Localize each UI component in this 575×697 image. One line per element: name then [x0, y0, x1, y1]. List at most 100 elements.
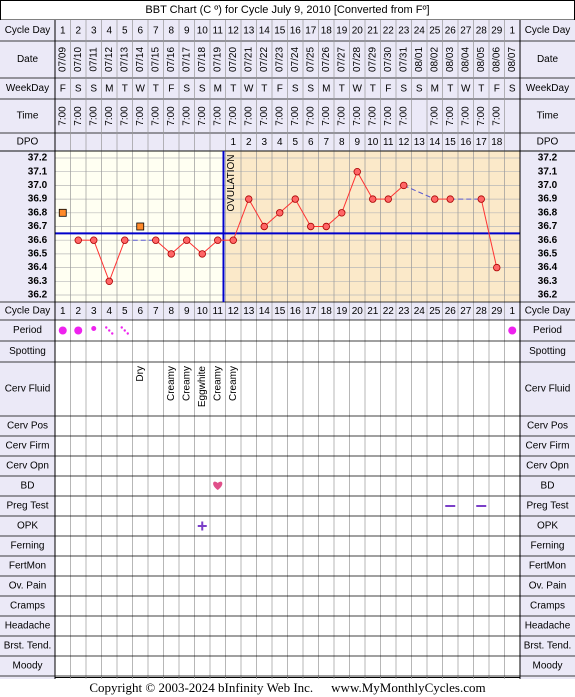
- weekday-cell: S: [183, 84, 190, 95]
- cycle_day-cell: 3: [91, 26, 97, 37]
- lower-cycle-cell: 15: [274, 306, 286, 317]
- row-label-headache: Headache: [5, 621, 51, 632]
- cycle_day-cell: 9: [184, 26, 190, 37]
- cycle_day-cell: 29: [491, 26, 503, 37]
- lower-cycle-cell: 17: [305, 306, 317, 317]
- dpo-cell: 15: [445, 137, 457, 148]
- cerv-fluid-cell: Creamy: [166, 366, 177, 401]
- heart-icon: [213, 481, 223, 490]
- weekday-cell: S: [416, 84, 423, 95]
- row-label-cerv_pos: Cerv Pos: [7, 421, 48, 432]
- row-label-preg_test: Preg Test: [6, 501, 48, 512]
- temp-point: [446, 195, 454, 203]
- y-tick-left: 36.4: [28, 262, 48, 273]
- cycle_day-cell: 8: [168, 26, 174, 37]
- row-label-right-cycle_day: Cycle Day: [525, 25, 571, 36]
- weekday-cell: M: [431, 84, 439, 95]
- y-tick-right: 36.2: [538, 290, 558, 301]
- temp-point: [400, 181, 408, 190]
- date-cell: 07/24: [290, 47, 301, 72]
- date-cell: 07/09: [57, 47, 68, 72]
- date-cell: 07/13: [119, 47, 130, 72]
- row-label-right-cerv_firm: Cerv Firm: [526, 441, 570, 452]
- row-label-cycle_day: Cycle Day: [5, 25, 51, 36]
- time-cell: 7:00: [104, 106, 115, 126]
- temp-point: [214, 236, 222, 244]
- temp-point: [353, 167, 361, 176]
- weekday-cell: T: [370, 84, 376, 95]
- weekday-cell: M: [105, 84, 113, 95]
- lower-cycle-cell: 1: [60, 306, 66, 317]
- cycle_day-cell: 27: [460, 26, 472, 37]
- temp-point: [183, 236, 191, 244]
- temp-line-segment: [480, 198, 498, 268]
- cycle_day-cell: 1: [60, 26, 66, 37]
- y-tick-left: 36.9: [28, 194, 48, 205]
- weekday-cell: T: [122, 84, 128, 95]
- lower-cycle-cell: 19: [336, 306, 348, 317]
- y-tick-left: 36.2: [28, 290, 48, 301]
- cycle_day-cell: 4: [106, 26, 112, 37]
- row-label-ov_pain: Ov. Pain: [9, 581, 47, 592]
- dpo-cell: 1: [230, 137, 236, 148]
- cycle_day-cell: 28: [476, 26, 488, 37]
- row-label-moody: Moody: [12, 661, 42, 672]
- time-cell: 7:00: [88, 106, 99, 126]
- y-tick-left: 37.2: [28, 153, 48, 164]
- row-label-cerv_fluid: Cerv Fluid: [5, 384, 51, 395]
- chart-title: BBT Chart (C º) for Cycle July 9, 2010 […: [145, 4, 429, 16]
- temp-point: [90, 236, 98, 244]
- y-tick-right: 36.7: [538, 221, 558, 232]
- weekday-cell: F: [60, 84, 66, 95]
- y-tick-left: 36.8: [28, 207, 48, 218]
- weekday-cell: S: [292, 84, 299, 95]
- temp-line-segment: [108, 240, 126, 282]
- row-label-cerv_firm: Cerv Firm: [6, 441, 50, 452]
- time-cell: 7:00: [150, 106, 161, 126]
- cycle_day-cell: 6: [137, 26, 143, 37]
- lower-cycle-cell: 23: [398, 306, 410, 317]
- cycle_day-cell: 11: [213, 26, 224, 37]
- dpo-cell: 14: [429, 137, 441, 148]
- temp-point: [260, 222, 268, 231]
- row-label-right-opk: OPK: [537, 521, 558, 532]
- period-light-marker: [105, 326, 108, 329]
- row-label-dpo: DPO: [17, 137, 39, 148]
- temp-point: [369, 195, 377, 203]
- time-cell: 7:00: [460, 106, 471, 126]
- left-axis-band: [0, 151, 55, 302]
- weekday-cell: M: [214, 84, 222, 95]
- time-cell: 7:00: [243, 106, 254, 126]
- row-label-right-date: Date: [537, 54, 559, 65]
- weekday-cell: T: [478, 84, 484, 95]
- temp-point: [338, 209, 346, 217]
- temp-line-segment: [232, 198, 250, 241]
- cycle_day-cell: 2: [75, 26, 81, 37]
- row-label-cycle_day: Cycle Day: [5, 306, 51, 317]
- dpo-cell: 5: [292, 137, 298, 148]
- weekday-cell: T: [230, 84, 236, 95]
- cycle_day-cell: 24: [414, 26, 426, 37]
- time-cell: 7:00: [476, 106, 487, 126]
- temp-point: [229, 236, 237, 244]
- site-link[interactable]: www.MyMonthlyCycles.com: [331, 680, 486, 695]
- time-cell: 7:00: [445, 106, 456, 126]
- cerv-fluid-cell: Creamy: [228, 366, 239, 401]
- date-cell: 07/16: [166, 47, 177, 72]
- weekday-cell: F: [385, 84, 391, 95]
- y-tick-right: 36.5: [538, 249, 558, 260]
- time-cell: 7:00: [212, 106, 223, 126]
- time-cell: 7:00: [367, 106, 378, 126]
- row-label-weekday: WeekDay: [6, 83, 49, 94]
- row-label-right-moody: Moody: [532, 661, 562, 672]
- temp-point: [477, 195, 485, 203]
- temp-point: [384, 195, 392, 203]
- dpo-cell: 8: [339, 137, 345, 148]
- row-label-brst_tend: Brst. Tend.: [4, 641, 52, 652]
- cycle_day-cell: 5: [122, 26, 128, 37]
- lower-cycle-cell: 29: [491, 306, 503, 317]
- row-label-cerv_opn: Cerv Opn: [6, 461, 49, 472]
- date-cell: 07/30: [383, 47, 394, 72]
- cycle_day-cell: 17: [305, 26, 317, 37]
- row-label-right-dpo: DPO: [537, 137, 559, 148]
